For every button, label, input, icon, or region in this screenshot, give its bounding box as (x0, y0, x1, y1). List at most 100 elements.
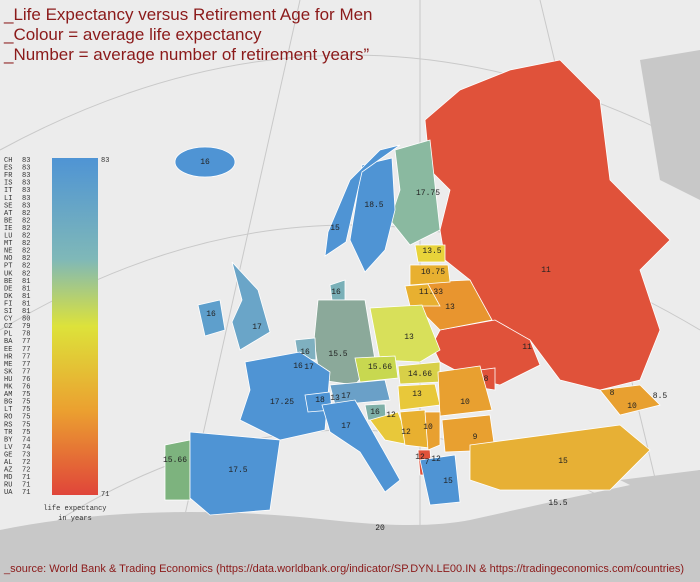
legend-code: AM (4, 391, 12, 399)
retirement-years: 7 (425, 458, 430, 467)
legend-value: 75 (22, 414, 30, 422)
retirement-years: 17 (252, 323, 262, 332)
scale-caption: life expectancy (43, 505, 106, 513)
legend-value: 83 (22, 172, 30, 180)
legend-code: EE (4, 346, 12, 354)
retirement-years: 15.66 (163, 456, 187, 465)
legend-code: FI (4, 300, 12, 308)
legend-code: UK (4, 270, 13, 278)
legend-code: BE (4, 278, 12, 286)
legend-value: 82 (22, 240, 30, 248)
other-land (0, 50, 700, 582)
retirement-years: 10.75 (421, 268, 445, 277)
legend-value: 82 (22, 270, 30, 278)
legend-value: 77 (22, 361, 30, 369)
legend-code: AZ (4, 467, 12, 475)
retirement-years: 8.5 (653, 392, 668, 401)
legend-value: 83 (22, 157, 30, 165)
legend-value: 77 (22, 338, 30, 346)
legend-code: RO (4, 414, 12, 422)
legend-code: NE (4, 248, 12, 256)
legend-code: IT (4, 187, 12, 195)
legend-value: 74 (22, 436, 30, 444)
legend-value: 83 (22, 165, 30, 173)
retirement-years: 17 (341, 422, 351, 431)
map-labels: 1618.51517.7513.510.7511.331311161617161… (163, 158, 667, 533)
retirement-years: 12 (415, 453, 425, 462)
legend-value: 82 (22, 255, 30, 263)
retirement-years: 17.25 (270, 398, 294, 407)
retirement-years: 13 (412, 390, 422, 399)
retirement-years: 8 (484, 375, 489, 384)
legend-code: CY (4, 316, 13, 324)
legend: 83 71 life expectancy in years CH 83 ES 83 F… (4, 157, 109, 523)
legend-value: 75 (22, 429, 30, 437)
legend-value: 71 (22, 489, 30, 497)
legend-value: 75 (22, 421, 30, 429)
legend-code: MT (4, 240, 12, 248)
legend-code: PT (4, 263, 12, 271)
retirement-years: 9 (473, 433, 478, 442)
scale-caption: in years (58, 515, 92, 523)
legend-value: 81 (22, 300, 30, 308)
retirement-years: 17 (341, 392, 351, 401)
legend-code: DK (4, 293, 13, 301)
retirement-years: 8 (610, 389, 615, 398)
legend-code: UA (4, 489, 13, 497)
legend-code: IE (4, 225, 12, 233)
retirement-years: 17.75 (416, 189, 440, 198)
legend-code: AL (4, 459, 12, 467)
legend-value: 83 (22, 195, 30, 203)
legend-code: HR (4, 353, 13, 361)
legend-code: SI (4, 308, 12, 316)
legend-value: 72 (22, 459, 30, 467)
retirement-years: 12 (431, 455, 441, 464)
legend-value: 80 (22, 316, 30, 324)
legend-code: CZ (4, 323, 12, 331)
retirement-years: 16 (206, 310, 216, 319)
legend-code: PL (4, 331, 12, 339)
legend-code: FR (4, 172, 13, 180)
retirement-years: 15 (558, 457, 568, 466)
legend-code: HU (4, 376, 12, 384)
retirement-years: 16 (331, 288, 341, 297)
header: _Life Expectancy versus Retirement Age f… (3, 5, 373, 64)
subtitle: _Colour = average life expectancy (3, 25, 262, 44)
legend-code: LU (4, 233, 12, 241)
retirement-years: 14.66 (408, 370, 432, 379)
legend-code: BG (4, 399, 12, 407)
legend-value: 83 (22, 202, 30, 210)
legend-value: 78 (22, 331, 30, 339)
legend-code: TR (4, 429, 13, 437)
subtitle: _Number = average number of retirement y… (3, 45, 370, 64)
scale-max: 83 (101, 157, 109, 165)
legend-value: 75 (22, 406, 30, 414)
retirement-years: 13.5 (422, 247, 441, 256)
legend-code: SK (4, 368, 13, 376)
retirement-years: 10 (423, 423, 433, 432)
legend-value: 73 (22, 451, 30, 459)
legend-value: 81 (22, 293, 30, 301)
legend-value: 71 (22, 482, 30, 490)
retirement-years: 12 (401, 428, 411, 437)
retirement-years: 16 (293, 362, 303, 371)
retirement-years: 16 (300, 348, 310, 357)
legend-value: 79 (22, 323, 30, 331)
source: _source: World Bank & Trading Economics … (3, 563, 684, 575)
legend-code: NO (4, 255, 12, 263)
retirement-years: 10 (627, 402, 637, 411)
legend-value: 75 (22, 391, 30, 399)
retirement-years: 18 (315, 396, 325, 405)
retirement-years: 15 (443, 477, 453, 486)
legend-code: RU (4, 482, 12, 490)
retirement-years: 18.5 (364, 201, 383, 210)
legend-code: ME (4, 361, 12, 369)
legend-value: 71 (22, 474, 30, 482)
retirement-years: 16 (370, 408, 380, 417)
legend-code: ES (4, 165, 12, 173)
retirement-years: 15.5 (548, 499, 567, 508)
legend-value: 81 (22, 278, 30, 286)
retirement-years: 17 (304, 363, 314, 372)
legend-value: 82 (22, 263, 30, 271)
